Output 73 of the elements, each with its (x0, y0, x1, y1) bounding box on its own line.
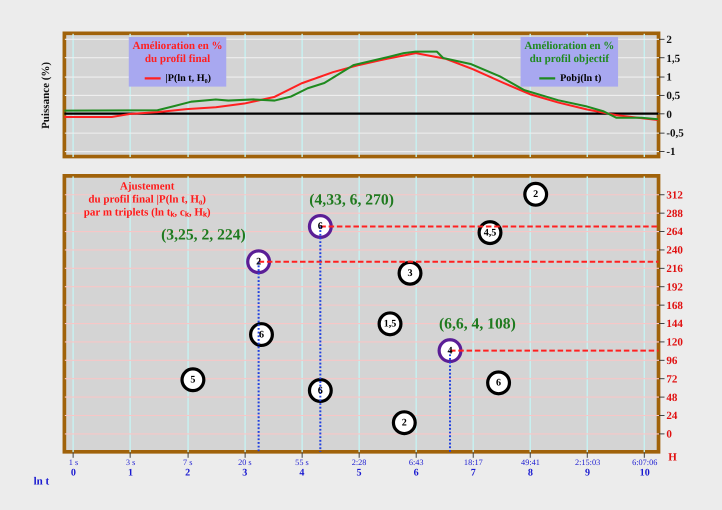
y-tick-label: 144 (666, 318, 684, 330)
y-tick-label: 1,5 (666, 52, 681, 65)
point (308, 214, 333, 239)
annotation: Amélioration en % du profil objectif (524, 40, 614, 65)
x-axis-title: ln t (34, 475, 50, 488)
y-tick-label: 48 (666, 392, 678, 404)
x2-tick-label: 20 s (238, 458, 252, 468)
point (438, 338, 463, 364)
x-tick-label: 6 (414, 467, 419, 478)
y-tick-label: 288 (666, 208, 684, 220)
x2-tick-label: 7 s (183, 458, 192, 468)
point (486, 370, 512, 396)
x-tick-label: 5 (356, 467, 362, 478)
y-tick-label: 0,5 (666, 90, 681, 102)
y-tick-label: 2 (666, 34, 672, 46)
annotation: 3 (407, 268, 413, 279)
y-axis-title: Puissance (%) (40, 62, 52, 129)
y-axis-title: H (668, 452, 678, 464)
x-tick-label: 9 (585, 467, 590, 478)
point (248, 322, 274, 348)
y-tick-label: 0 (666, 428, 672, 441)
y-tick-label: 168 (666, 300, 684, 312)
y-tick-label: 96 (666, 354, 678, 367)
annotation: Ajustement du profil final |P(ln t, H₀) par m triplets (ln tₖ, cₖ, Hₖ) (84, 180, 211, 218)
x-tick-label: 4 (299, 467, 304, 478)
x2-tick-label: 3 s (126, 458, 136, 468)
y-tick-label: 192 (666, 281, 684, 294)
annotation: 2 (533, 189, 538, 200)
x-tick-label: 7 (470, 467, 476, 478)
annotation: (3,25, 2, 224) (161, 226, 246, 244)
x2-tick-label: 1 s (68, 458, 78, 468)
x-tick-label: 1 (128, 467, 134, 478)
x2-tick-label: 2:15:03 (574, 458, 600, 468)
x-tick-label: 2 (185, 467, 190, 478)
y-tick-label: 0 (666, 108, 672, 121)
y-tick-label: 120 (666, 336, 684, 349)
x2-tick-label: 2:28 (352, 458, 366, 468)
y-tick-label: 312 (666, 189, 684, 202)
point (308, 378, 333, 403)
y-tick-label: 72 (666, 373, 678, 386)
point (246, 249, 272, 274)
annotation: Amélioration en % du profil final (132, 40, 222, 65)
legend-label: Pobj(ln t) (560, 73, 602, 84)
x2-tick-label: 18:17 (464, 458, 483, 468)
annotation: (6,6, 4, 108) (438, 316, 516, 333)
x-tick-label: 10 (640, 467, 650, 478)
x-tick-label: 0 (70, 467, 76, 478)
y-tick-label: 240 (666, 244, 684, 257)
x-tick-label: 8 (528, 467, 533, 478)
annotation: 1,5 (384, 318, 396, 330)
x2-tick-label: 55 s (295, 458, 309, 468)
point (523, 182, 548, 207)
annotation: (4,33, 6, 270) (309, 191, 394, 208)
x-tick-label: 3 (242, 467, 248, 478)
annotation: 6 (496, 378, 502, 389)
annotation: 6 (318, 385, 323, 396)
x2-tick-label: 6:43 (408, 458, 424, 468)
annotation: 4,5 (484, 227, 496, 238)
annotation: 2 (402, 417, 407, 428)
y-tick-label: 24 (666, 410, 678, 422)
point (398, 260, 423, 286)
y-tick-label: 264 (666, 226, 684, 238)
annotation: 6 (258, 329, 264, 340)
legend-label: |P(ln t, H₀) (166, 73, 211, 84)
x2-tick-label: 49:41 (521, 458, 540, 468)
y-tick-label: 216 (666, 263, 684, 276)
point (180, 367, 206, 392)
x2-tick-label: 6:07:06 (632, 458, 658, 468)
point (392, 410, 417, 436)
y-tick-label: -1 (666, 146, 676, 158)
y-tick-label: 1 (666, 71, 672, 84)
annotation: 5 (190, 374, 196, 386)
y-tick-label: -0,5 (666, 127, 684, 140)
